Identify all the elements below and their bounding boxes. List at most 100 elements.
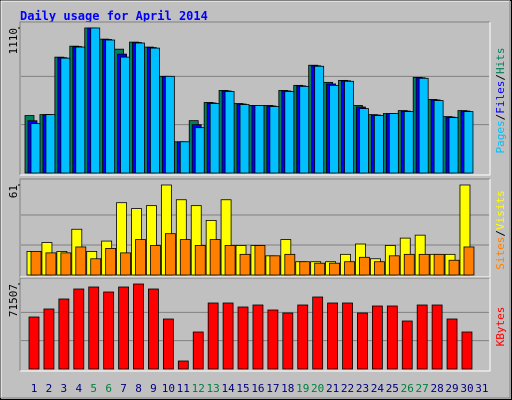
panel-bevel [19,178,490,277]
bar [207,302,219,370]
x-tick-label: 7 [120,382,127,395]
legend-entry: KBytes [494,307,507,347]
x-tick-label: 23 [356,382,369,395]
x-tick-label: 26 [401,382,414,395]
bar [401,320,413,370]
bar [344,80,354,174]
bar [327,302,339,370]
legend-separator: / [494,114,507,121]
bar [133,283,144,370]
bar [194,245,206,276]
bar [284,253,296,276]
bar [299,261,311,276]
bar [43,308,55,370]
bar [237,306,249,370]
chart-title: Daily usage for April 2014 [20,9,208,23]
bar [177,360,189,370]
x-tick-label: 17 [266,382,279,395]
bar [135,239,146,276]
bar [58,298,70,370]
bar [269,255,281,276]
bar [312,296,324,370]
bar [418,77,429,174]
bar [418,253,430,276]
bar [60,252,72,276]
legend-entry: Files [494,81,507,114]
x-tick-label: 8 [135,382,142,395]
bar [105,248,117,276]
bar [446,318,458,370]
x-tick-label: 24 [371,382,385,395]
x-tick-label: 3 [61,382,68,395]
series-legend: Pages/Files/Hits [494,48,507,154]
x-tick-label: 31 [475,382,488,395]
bar [463,246,475,276]
bar [73,288,85,370]
x-tick-label: 4 [75,382,82,395]
x-tick-label: 25 [386,382,399,395]
bar [403,111,414,174]
bar [164,75,175,174]
bar [30,250,42,276]
bar [239,253,251,276]
bar [224,91,235,174]
bar [75,46,86,174]
bar [194,127,205,174]
bar [148,288,159,370]
bar [463,111,474,174]
y-tick-label: 61 [7,185,20,198]
x-tick-label: 2 [46,382,53,395]
bar [162,318,174,370]
bar [30,123,41,174]
bar [118,286,129,370]
bar [90,27,101,174]
x-tick-label: 13 [207,382,220,395]
bar [254,245,266,276]
bar [314,262,326,276]
panel-bevel [20,22,491,176]
bar [60,57,71,174]
bar [209,103,220,174]
panel-bevel [19,277,490,371]
legend-entry: Visits [494,190,507,230]
bar [269,106,280,174]
bar [297,304,309,370]
x-tick-label: 11 [177,382,190,395]
bar [431,304,443,370]
bar [388,113,399,174]
bar [433,253,445,276]
bar [359,256,370,276]
x-tick-label: 1 [31,382,38,395]
bar [267,309,279,370]
bar [209,239,221,276]
x-tick-label: 19 [296,382,309,395]
bar [416,304,428,370]
bar [344,261,355,276]
bar [373,115,384,174]
x-tick-label: 10 [162,382,175,395]
x-tick-label: 15 [236,382,249,395]
series-legend: KBytes [494,307,507,347]
bar [75,246,87,276]
bar [239,104,250,174]
bar [224,245,236,276]
bar [357,312,368,370]
x-tick-label: 9 [150,382,157,395]
y-tick-label: 71507 [7,284,20,317]
bar [164,233,176,276]
x-tick-label: 12 [192,382,205,395]
bar [386,305,398,370]
bar [150,47,160,174]
bar [222,302,234,370]
bar [90,258,102,276]
bar [448,117,459,174]
series-legend: Sites/Visits [494,190,507,270]
bar [342,302,353,370]
x-tick-label: 27 [416,382,429,395]
x-tick-label: 16 [251,382,264,395]
x-tick-label: 28 [430,382,443,395]
bar [433,100,444,174]
bar [299,85,310,174]
bar [461,331,473,370]
